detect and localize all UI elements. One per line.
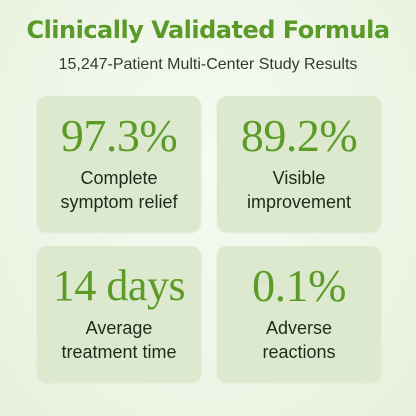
- stat-label: Visible improvement: [217, 166, 381, 214]
- stat-card-symptom-relief: 97.3% Complete symptom relief: [37, 96, 201, 232]
- stat-value: 97.3%: [60, 110, 178, 161]
- stat-label: Complete symptom relief: [37, 166, 201, 214]
- stat-card-treatment-time: 14 days Average treatment time: [37, 246, 201, 382]
- stat-label-line: Adverse: [265, 318, 333, 338]
- stat-label: Adverse reactions: [217, 316, 381, 364]
- stat-label-line: Complete: [80, 168, 158, 188]
- stat-label-line: Average: [85, 318, 153, 338]
- stat-label-line: improvement: [246, 192, 352, 212]
- stat-value: 14 days: [52, 261, 186, 310]
- stat-label-line: treatment time: [61, 342, 177, 362]
- stat-value: 89.2%: [240, 110, 358, 161]
- stat-card-adverse-reactions: 0.1% Adverse reactions: [217, 246, 381, 382]
- stat-value: 0.1%: [252, 260, 346, 311]
- stat-card-visible-improvement: 89.2% Visible improvement: [217, 96, 381, 232]
- stat-label: Average treatment time: [37, 316, 201, 364]
- stat-label-line: reactions: [262, 342, 336, 362]
- page-subtitle: 15,247-Patient Multi-Center Study Result…: [58, 56, 358, 73]
- page-title: Clinically Validated Formula: [26, 16, 390, 44]
- stat-label-line: symptom relief: [60, 192, 178, 212]
- stat-label-line: Visible: [272, 168, 326, 188]
